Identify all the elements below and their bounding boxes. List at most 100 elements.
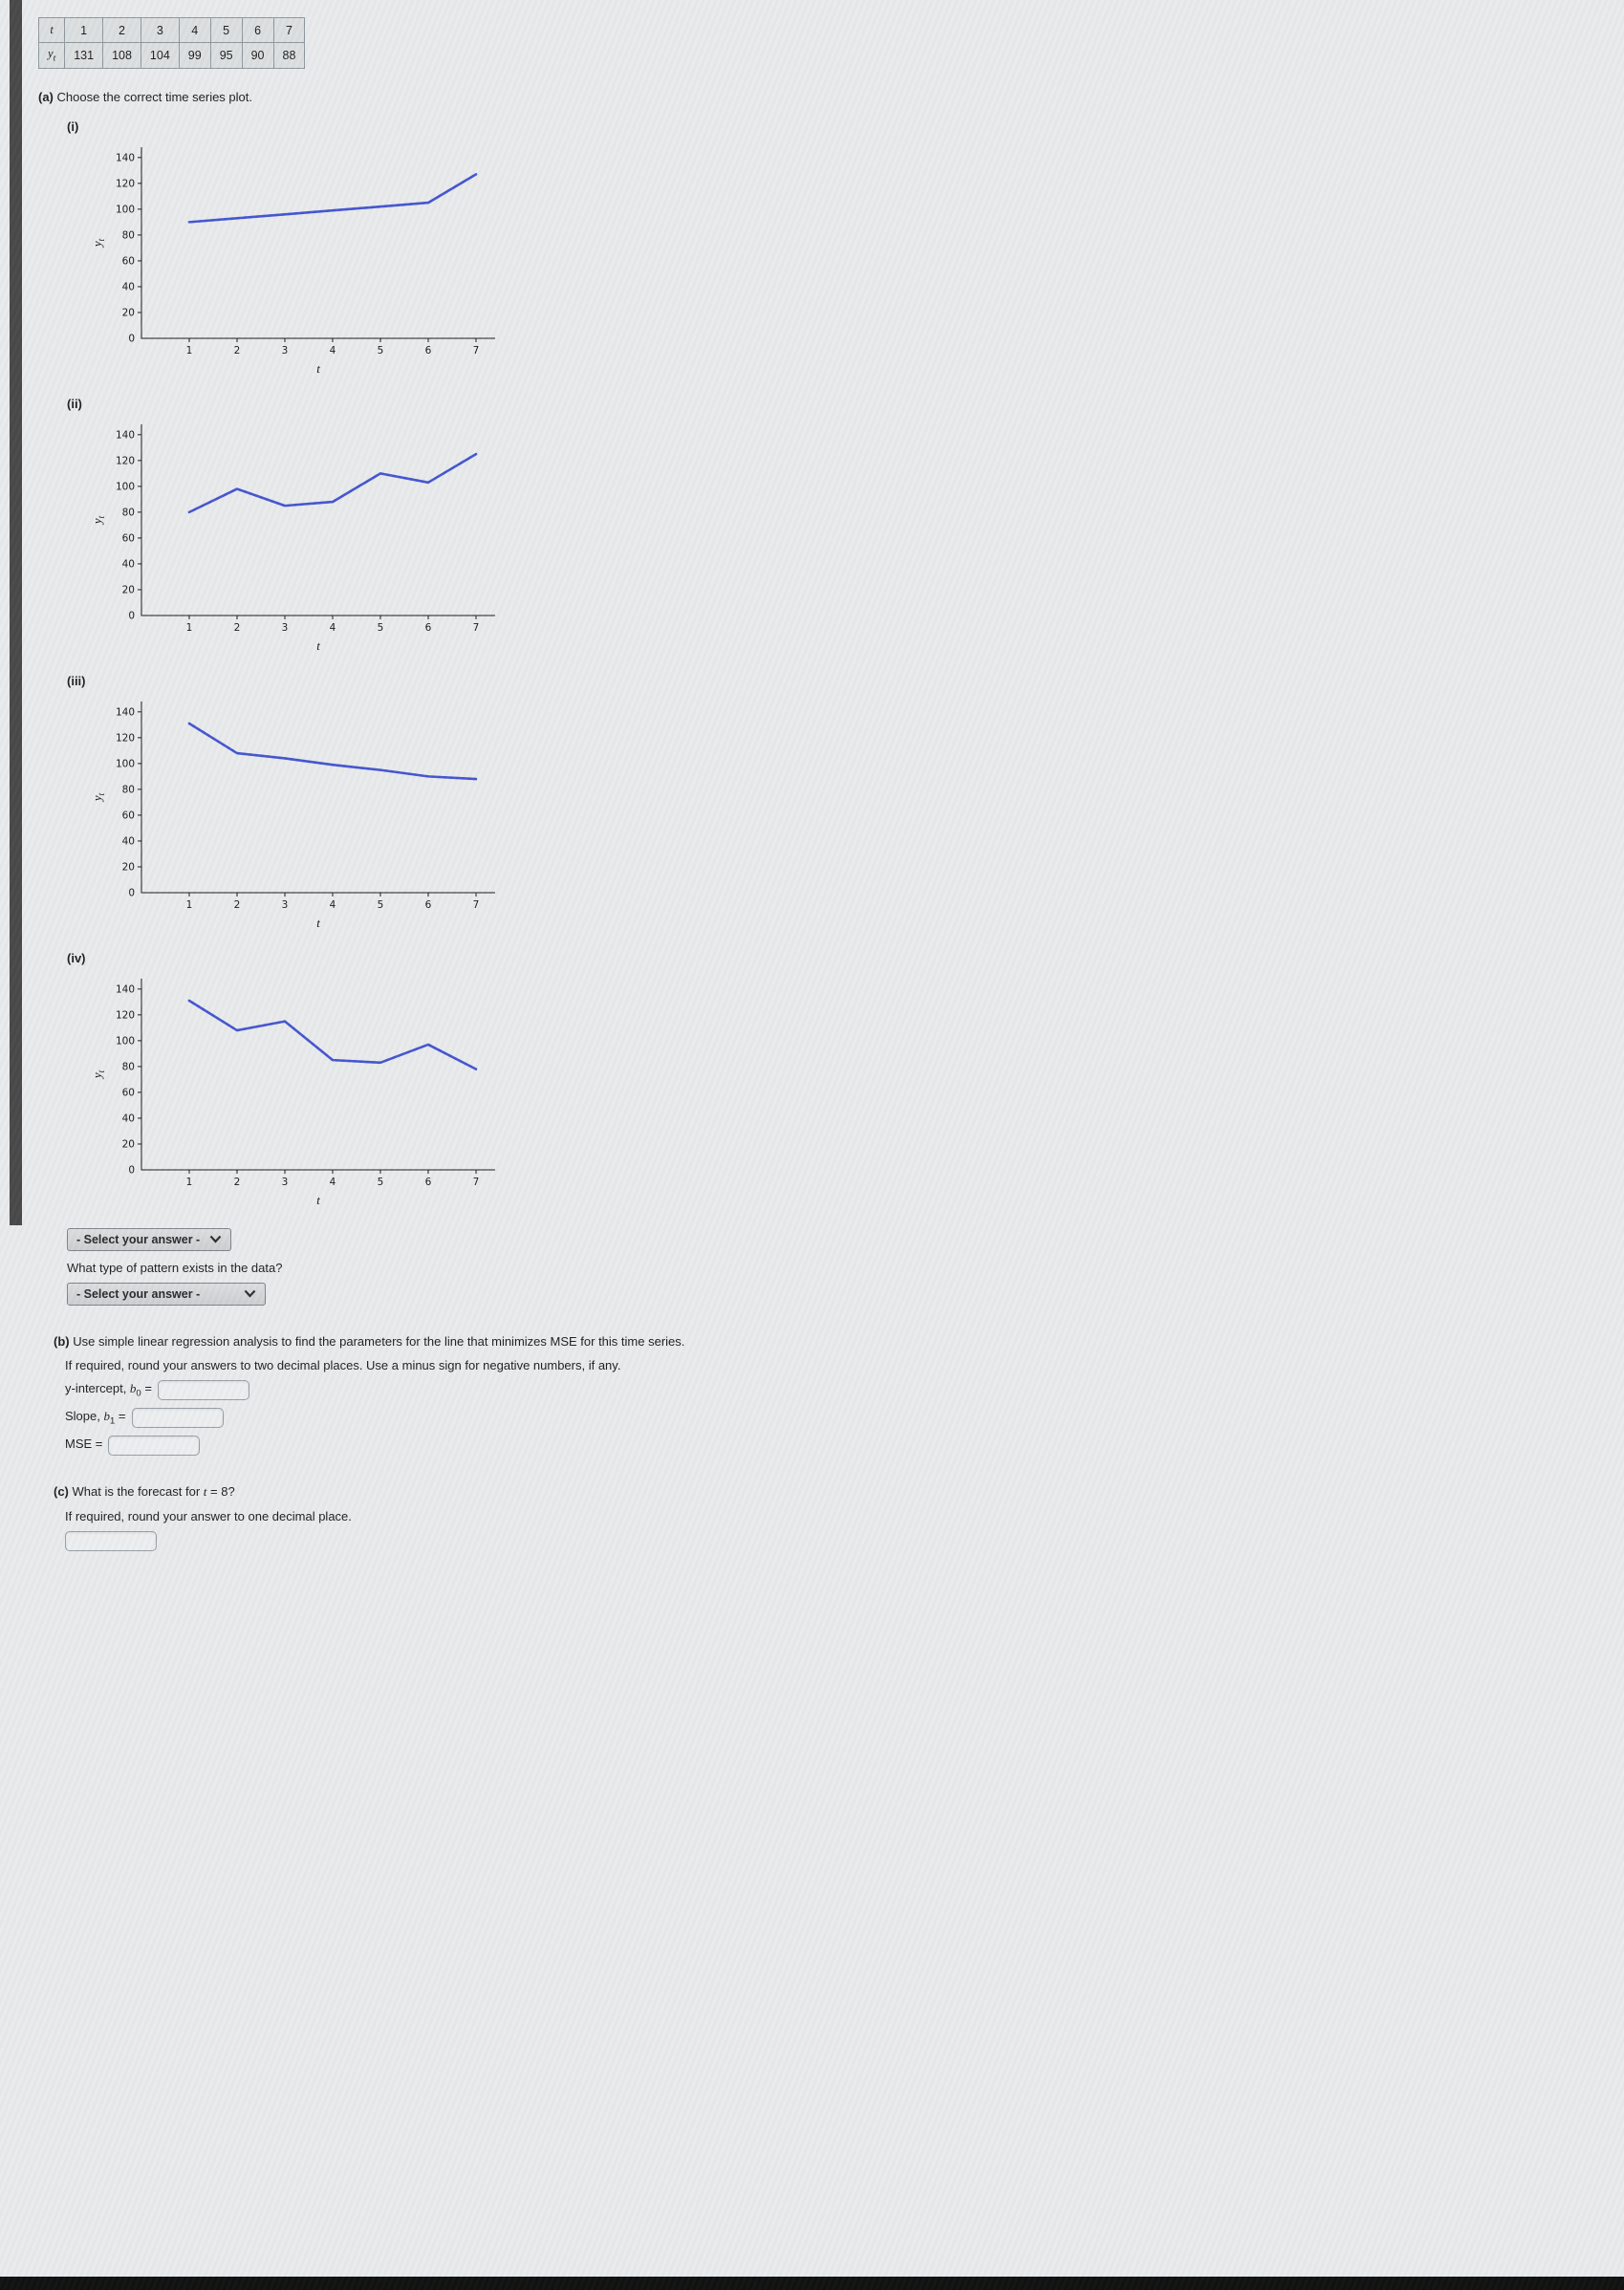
svg-text:6: 6	[425, 622, 432, 634]
svg-text:60: 60	[122, 1087, 135, 1098]
svg-text:80: 80	[122, 1061, 135, 1072]
svg-text:3: 3	[282, 622, 289, 634]
svg-text:2: 2	[234, 622, 241, 634]
svg-text:t: t	[316, 638, 320, 653]
svg-text:7: 7	[473, 622, 480, 634]
svg-text:20: 20	[122, 584, 135, 595]
table-cell: 3	[140, 17, 180, 43]
table-row-t: t 1 2 3 4 5 6 7	[37, 17, 306, 43]
plot-ii-label: (ii)	[67, 396, 82, 411]
time-series-data-table: t 1 2 3 4 5 6 7 yt 131 108 104 99 95 90 …	[37, 17, 306, 69]
chevron-down-icon	[209, 1235, 222, 1243]
part-c-prompt: (c) What is the forecast for t = 8?	[54, 1484, 726, 1500]
svg-text:1: 1	[186, 1177, 193, 1188]
plot-iii-label: (iii)	[67, 673, 86, 688]
svg-text:5: 5	[378, 622, 384, 634]
svg-text:80: 80	[122, 784, 135, 795]
yt-label-main: y	[48, 47, 54, 60]
svg-text:6: 6	[425, 345, 432, 356]
svg-text:40: 40	[122, 558, 135, 570]
screen-bottom-edge	[0, 2277, 1624, 2290]
svg-text:40: 40	[122, 835, 135, 847]
slope-field-row: Slope, b1 =	[65, 1407, 726, 1428]
chevron-down-icon	[244, 1289, 256, 1298]
svg-text:7: 7	[473, 345, 480, 356]
svg-text:0: 0	[128, 887, 135, 898]
svg-text:1: 1	[186, 899, 193, 911]
pattern-question: What type of pattern exists in the data?	[67, 1260, 283, 1275]
svg-text:60: 60	[122, 532, 135, 544]
svg-text:6: 6	[425, 1177, 432, 1188]
svg-text:7: 7	[473, 899, 480, 911]
y-intercept-label: y-intercept, b0 =	[65, 1380, 152, 1399]
svg-text:3: 3	[282, 1177, 289, 1188]
table-row-yt: yt 131 108 104 99 95 90 88	[37, 42, 306, 69]
svg-text:120: 120	[116, 178, 135, 189]
svg-text:yt: yt	[90, 238, 106, 248]
svg-text:0: 0	[128, 333, 135, 344]
part-a-marker: (a)	[38, 89, 54, 104]
table-cell: 2	[102, 17, 141, 43]
table-cell: 108	[102, 42, 141, 69]
svg-text:60: 60	[122, 810, 135, 821]
svg-text:2: 2	[234, 1177, 241, 1188]
svg-text:140: 140	[116, 706, 135, 718]
svg-text:yt: yt	[90, 1069, 106, 1080]
part-b-marker: (b)	[54, 1333, 70, 1349]
part-b-note: If required, round your answers to two d…	[65, 1357, 621, 1372]
slope-input[interactable]	[131, 1407, 224, 1428]
plot-select-label: - Select your answer -	[76, 1232, 201, 1246]
svg-text:5: 5	[378, 899, 384, 911]
svg-text:20: 20	[122, 861, 135, 873]
y-intercept-input[interactable]	[157, 1379, 249, 1400]
svg-text:4: 4	[330, 1177, 336, 1188]
mse-input[interactable]	[108, 1435, 201, 1456]
table-cell: 104	[140, 42, 180, 69]
part-b-prompt: (b) Use simple linear regression analysi…	[54, 1334, 726, 1349]
svg-text:20: 20	[122, 1138, 135, 1150]
svg-text:120: 120	[116, 732, 135, 744]
svg-text:40: 40	[122, 1113, 135, 1124]
part-c-note: If required, round your answer to one de…	[65, 1508, 352, 1523]
svg-text:6: 6	[425, 899, 432, 911]
table-cell: 1	[64, 17, 104, 43]
y-intercept-field-row: y-intercept, b0 =	[65, 1379, 726, 1400]
svg-text:140: 140	[116, 983, 135, 995]
pattern-answer-select[interactable]: - Select your answer -	[67, 1282, 266, 1306]
part-c-marker: (c)	[54, 1483, 69, 1499]
svg-text:4: 4	[330, 899, 336, 911]
svg-text:5: 5	[378, 345, 384, 356]
svg-text:t: t	[316, 916, 320, 930]
svg-text:5: 5	[378, 1177, 384, 1188]
table-cell: 95	[209, 42, 243, 69]
svg-text:20: 20	[122, 307, 135, 318]
table-cell: 131	[64, 42, 104, 69]
forecast-input[interactable]	[65, 1530, 157, 1551]
svg-text:40: 40	[122, 281, 135, 292]
time-series-plot-iii: 0 20 40 60 80 100 120 140 1 2 3 4 5 6 7 yt t	[86, 690, 726, 936]
left-scrollbar[interactable]	[10, 0, 22, 1225]
yt-row-label: yt	[37, 42, 66, 69]
table-cell: 99	[178, 42, 211, 69]
plot-iv-label: (iv)	[67, 950, 86, 965]
svg-text:1: 1	[186, 622, 193, 634]
svg-text:7: 7	[473, 1177, 480, 1188]
svg-text:80: 80	[122, 229, 135, 241]
svg-text:100: 100	[116, 481, 135, 492]
svg-text:80: 80	[122, 507, 135, 518]
time-series-plot-ii: 0 20 40 60 80 100 120 140 1 2 3 4 5 6 7 yt t	[86, 413, 726, 659]
plot-option-iv: (iv) 0 20 40 60 80 100 120 140 1 2 3 4 5 6 7 yt t	[38, 951, 726, 1213]
yt-label-sub: t	[53, 54, 56, 64]
time-series-plot-i: 0 20 40 60 80 100 120 140 1 2 3 4 5 6 7 yt t	[86, 136, 726, 381]
table-cell: 4	[178, 17, 211, 43]
time-series-plot-iv: 0 20 40 60 80 100 120 140 1 2 3 4 5 6 7 yt t	[86, 967, 726, 1213]
svg-text:0: 0	[128, 610, 135, 621]
svg-text:2: 2	[234, 345, 241, 356]
pattern-select-label: - Select your answer -	[76, 1286, 201, 1301]
pattern-select-row: - Select your answer -	[67, 1282, 726, 1306]
plot-answer-select[interactable]: - Select your answer -	[67, 1227, 232, 1251]
plot-select-row: - Select your answer -	[67, 1227, 726, 1251]
part-b-prompt-text: Use simple linear regression analysis to…	[73, 1333, 685, 1349]
svg-text:60: 60	[122, 255, 135, 267]
svg-text:yt: yt	[90, 515, 106, 526]
